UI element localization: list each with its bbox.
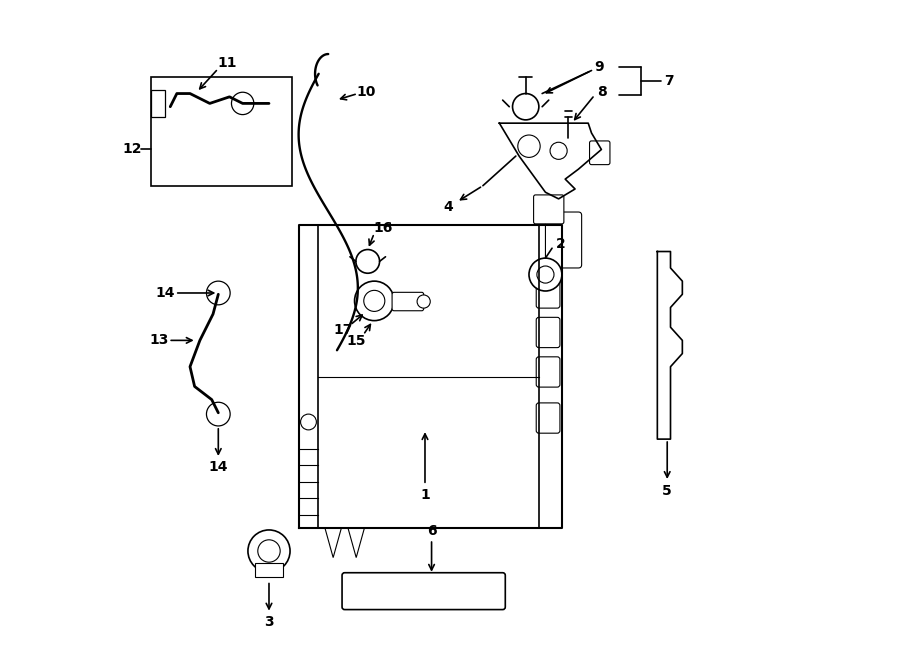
FancyBboxPatch shape <box>150 91 165 116</box>
FancyBboxPatch shape <box>255 563 284 577</box>
Text: 10: 10 <box>356 85 376 98</box>
Circle shape <box>356 250 380 273</box>
Circle shape <box>257 540 280 563</box>
Text: 8: 8 <box>598 85 607 99</box>
Circle shape <box>512 94 539 120</box>
FancyBboxPatch shape <box>545 212 581 268</box>
Text: 14: 14 <box>209 461 228 475</box>
Text: 13: 13 <box>149 333 169 348</box>
Polygon shape <box>348 528 364 558</box>
Polygon shape <box>325 528 341 558</box>
Circle shape <box>417 295 430 308</box>
FancyBboxPatch shape <box>536 403 560 433</box>
Text: 2: 2 <box>555 237 565 251</box>
Text: 6: 6 <box>427 524 436 538</box>
Circle shape <box>529 258 562 291</box>
Text: 3: 3 <box>265 615 274 629</box>
FancyBboxPatch shape <box>392 292 424 311</box>
FancyBboxPatch shape <box>590 141 610 165</box>
FancyBboxPatch shape <box>150 77 292 186</box>
FancyBboxPatch shape <box>536 278 560 308</box>
Text: 11: 11 <box>218 56 238 70</box>
FancyBboxPatch shape <box>534 195 564 224</box>
Text: 7: 7 <box>664 74 674 88</box>
FancyBboxPatch shape <box>536 317 560 348</box>
Circle shape <box>231 93 254 114</box>
FancyBboxPatch shape <box>536 357 560 387</box>
Circle shape <box>206 403 230 426</box>
Text: 5: 5 <box>662 484 672 498</box>
Text: 1: 1 <box>420 488 430 502</box>
Text: 15: 15 <box>346 334 366 348</box>
Circle shape <box>301 414 317 430</box>
Circle shape <box>355 281 394 321</box>
Circle shape <box>206 281 230 305</box>
Text: 12: 12 <box>122 143 142 157</box>
Text: 14: 14 <box>155 286 175 300</box>
Text: 16: 16 <box>374 221 392 235</box>
Circle shape <box>550 142 567 159</box>
Circle shape <box>518 135 540 157</box>
Text: 17: 17 <box>334 323 353 338</box>
Text: 9: 9 <box>594 60 604 74</box>
Circle shape <box>537 266 554 283</box>
Circle shape <box>248 530 290 572</box>
Circle shape <box>364 290 385 311</box>
FancyBboxPatch shape <box>342 572 505 609</box>
Text: 4: 4 <box>443 200 453 214</box>
